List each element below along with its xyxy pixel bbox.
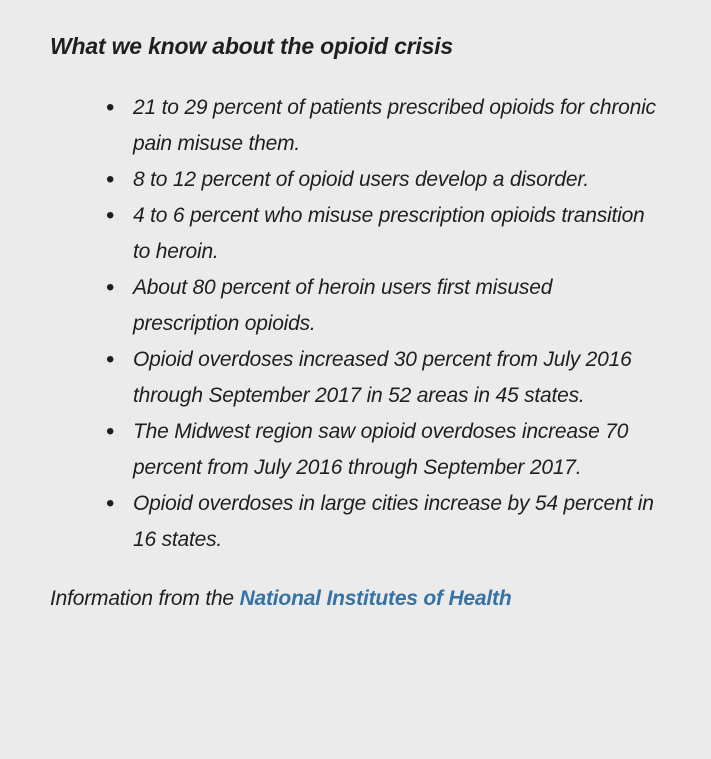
fact-item: The Midwest region saw opioid overdoses …	[106, 414, 661, 486]
attribution-prefix: Information from the	[50, 587, 240, 610]
fact-item: 8 to 12 percent of opioid users develop …	[106, 162, 661, 198]
fact-list: 21 to 29 percent of patients prescribed …	[50, 90, 661, 558]
fact-item: Opioid overdoses increased 30 percent fr…	[106, 342, 661, 414]
fact-item: 4 to 6 percent who misuse prescription o…	[106, 198, 661, 270]
fact-item: Opioid overdoses in large cities increas…	[106, 486, 661, 558]
fact-item: About 80 percent of heroin users first m…	[106, 270, 661, 342]
nih-link[interactable]: National Institutes of Health	[239, 587, 512, 610]
fact-item: 21 to 29 percent of patients prescribed …	[106, 90, 661, 162]
infobox-title: What we know about the opioid crisis	[50, 33, 453, 59]
attribution-line: Information from the National Institutes…	[50, 584, 661, 614]
